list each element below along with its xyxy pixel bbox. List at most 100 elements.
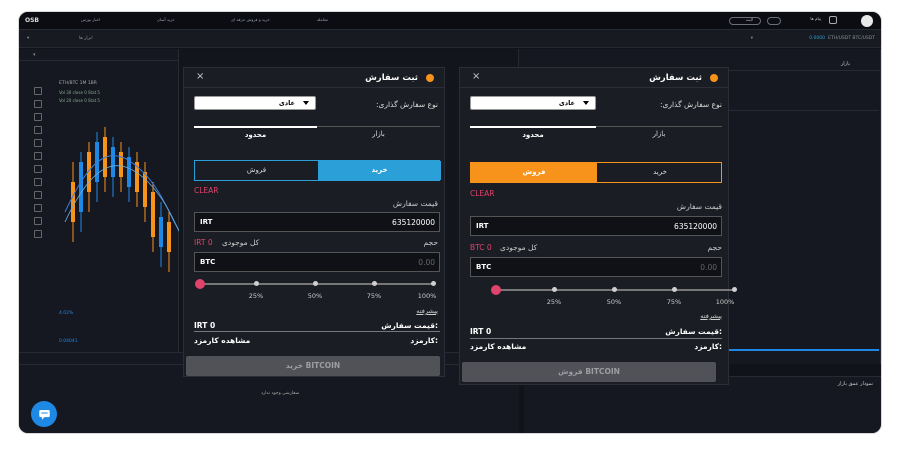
tab-market[interactable]: بازار [840, 61, 850, 67]
volume-unit: BTC [476, 263, 492, 271]
slider-tick-75[interactable] [672, 287, 677, 292]
brush-icon[interactable] [34, 126, 42, 134]
fee-link[interactable]: مشاهده کارمزد [194, 336, 251, 345]
nav-item-trade[interactable]: معامله [317, 17, 328, 22]
slider-tick-25[interactable] [552, 287, 557, 292]
zoom-icon[interactable] [34, 178, 42, 186]
order-type-select[interactable]: عادی [470, 96, 596, 110]
theme-toggle[interactable] [729, 17, 761, 25]
eye-icon[interactable] [34, 217, 42, 225]
price-label: قیمت سفارش [676, 202, 722, 211]
advanced-link[interactable]: پیشرفته [700, 312, 722, 320]
slider-label-75: 75% [366, 292, 382, 300]
sub-toolbar: ▾ ابزار ها ETH/USDT BTC/USDT 0.0000 ▾ [19, 30, 881, 48]
lock-icon[interactable] [34, 204, 42, 212]
tab-limit[interactable]: محدود [470, 126, 596, 140]
clear-button[interactable]: CLEAR [194, 186, 219, 195]
trendline-icon[interactable] [34, 100, 42, 108]
order-type-select[interactable]: عادی [194, 96, 316, 110]
bitcoin-icon [426, 74, 434, 82]
divider [194, 331, 440, 332]
price-unit: IRT [200, 218, 213, 226]
submit-sell-button[interactable]: فروش BITCOIN [462, 362, 716, 382]
avatar[interactable] [861, 15, 873, 27]
sell-tab[interactable]: فروش [471, 163, 597, 182]
close-icon[interactable]: × [196, 71, 205, 82]
text-icon[interactable] [34, 139, 42, 147]
pattern-icon[interactable] [34, 152, 42, 160]
nav-item-easy-buy[interactable]: خرید آسان [157, 17, 175, 22]
magnet-icon[interactable] [34, 191, 42, 199]
order-price-label: قیمت سفارش: [381, 321, 438, 330]
slider-knob[interactable] [195, 279, 205, 289]
chart-header: ▾ [19, 49, 178, 61]
slider-tick-50[interactable] [612, 287, 617, 292]
tab-market[interactable]: بازار [317, 126, 440, 140]
depth-line [729, 349, 879, 351]
order-type-label: نوع سفارش گذاری: [376, 100, 438, 109]
balance-label: کل موجودی [500, 243, 538, 252]
slider-label-25: 25% [546, 298, 562, 306]
fib-icon[interactable] [34, 113, 42, 121]
pair-label[interactable]: ETH/USDT BTC/USDT [828, 36, 875, 41]
chat-button[interactable] [31, 401, 57, 427]
slider-tick-100[interactable] [431, 281, 436, 286]
volume-placeholder: 0.00 [700, 263, 717, 272]
fee-label: کارمزد: [694, 342, 722, 351]
tab-market[interactable]: بازار [596, 126, 722, 140]
app-window: OSB اخبار بورس خرید آسان خرید و فروش حرف… [19, 12, 881, 433]
slider-label-50: 50% [606, 298, 622, 306]
tools-label[interactable]: ابزار ها [79, 36, 93, 41]
slider-tick-75[interactable] [372, 281, 377, 286]
measure-icon[interactable] [34, 165, 42, 173]
sell-tab[interactable]: فروش [246, 166, 267, 174]
submit-buy-button[interactable]: خرید BITCOIN [186, 356, 440, 376]
close-icon[interactable]: × [472, 71, 481, 82]
buy-tab[interactable]: خرید [653, 168, 667, 176]
slider-tick-50[interactable] [313, 281, 318, 286]
volume-input[interactable]: BTC 0.00 [470, 257, 722, 277]
order-type-value: عادی [558, 99, 575, 107]
order-panel-sell: × ثبت سفارش نوع سفارش گذاری: عادی بازار … [459, 67, 737, 385]
slider-label-25: 25% [248, 292, 264, 300]
cursor-icon[interactable] [34, 87, 42, 95]
order-panel-header: × ثبت سفارش [184, 68, 444, 88]
volume-label: حجم [707, 243, 722, 252]
volume-input[interactable]: BTC 0.00 [194, 252, 440, 272]
fee-link[interactable]: مشاهده کارمزد [470, 342, 527, 351]
order-mode-tabs: بازار محدود [470, 126, 722, 140]
percent-slider[interactable]: 25% 50% 75% 100% [195, 279, 437, 303]
depth-pane: نمودار عمق بازار [524, 376, 881, 433]
notifications-link[interactable]: پیام ها [810, 16, 821, 21]
nav-item-news[interactable]: اخبار بورس [81, 17, 101, 22]
slider-tick-25[interactable] [254, 281, 259, 286]
drawing-toolbar [31, 82, 45, 352]
bell-icon[interactable] [829, 16, 837, 24]
percent-slider[interactable]: 25% 50% 75% 100% [491, 285, 739, 309]
candles-group [64, 127, 203, 272]
price-input[interactable]: IRT 635120000 [194, 212, 440, 232]
chevron-down-icon[interactable]: ▾ [750, 36, 753, 41]
candlestick-chart [64, 127, 203, 272]
slider-tick-100[interactable] [732, 287, 737, 292]
slider-label-50: 50% [307, 292, 323, 300]
price-input[interactable]: IRT 635120000 [470, 216, 722, 236]
slider-knob[interactable] [491, 285, 501, 295]
price-label: 0.0000 [809, 36, 825, 41]
switch-toggle[interactable] [767, 17, 781, 25]
advanced-link[interactable]: پیشرفته [416, 307, 438, 315]
slider-label-75: 75% [666, 298, 682, 306]
nav-item-pro-trade[interactable]: خرید و فروش حرفه ای [231, 17, 270, 22]
logo: OSB [25, 17, 39, 24]
balance-label: کل موجودی [222, 238, 260, 247]
order-price-value: IRT 0 [470, 327, 492, 336]
tab-limit[interactable]: محدود [194, 126, 317, 140]
buy-tab[interactable]: خرید [318, 161, 441, 180]
balance-value: IRT 0 [194, 238, 213, 247]
chevron-down-icon[interactable]: ▾ [27, 36, 30, 41]
chevron-left-icon[interactable]: ▾ [33, 52, 36, 58]
clear-button[interactable]: CLEAR [470, 189, 495, 198]
order-type-label: نوع سفارش گذاری: [660, 100, 722, 109]
trash-icon[interactable] [34, 230, 42, 238]
change-label: 4.02% [59, 311, 74, 316]
